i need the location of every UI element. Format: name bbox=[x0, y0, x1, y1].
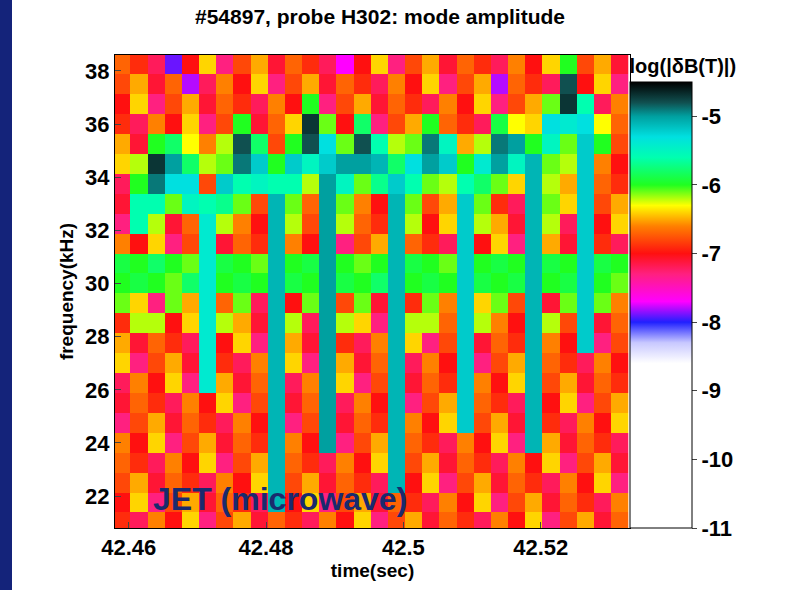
svg-text:-5: -5 bbox=[701, 104, 721, 129]
svg-text:28: 28 bbox=[85, 324, 109, 349]
svg-text:frequency(kHz): frequency(kHz) bbox=[56, 223, 77, 360]
svg-text:-8: -8 bbox=[701, 310, 721, 335]
svg-text:42.5: 42.5 bbox=[382, 535, 425, 560]
svg-text:time(sec): time(sec) bbox=[331, 560, 414, 581]
svg-text:30: 30 bbox=[85, 271, 109, 296]
svg-text:36: 36 bbox=[85, 112, 109, 137]
svg-text:38: 38 bbox=[85, 59, 109, 84]
svg-text:-10: -10 bbox=[701, 447, 733, 472]
svg-text:42.46: 42.46 bbox=[101, 535, 156, 560]
svg-text:-9: -9 bbox=[701, 378, 721, 403]
svg-text:34: 34 bbox=[85, 165, 110, 190]
svg-text:42.52: 42.52 bbox=[513, 535, 568, 560]
svg-text:log(|δB(T)|): log(|δB(T)|) bbox=[630, 55, 737, 77]
svg-text:32: 32 bbox=[85, 218, 109, 243]
svg-text:#54897, probe H302: mode ampli: #54897, probe H302: mode amplitude bbox=[195, 5, 565, 28]
svg-text:24: 24 bbox=[85, 431, 110, 456]
svg-text:-7: -7 bbox=[701, 241, 721, 266]
svg-text:JET (microwave): JET (microwave) bbox=[153, 481, 407, 517]
svg-text:22: 22 bbox=[85, 484, 109, 509]
svg-text:42.48: 42.48 bbox=[239, 535, 294, 560]
svg-text:26: 26 bbox=[85, 378, 109, 403]
svg-text:-11: -11 bbox=[701, 516, 732, 541]
svg-text:-6: -6 bbox=[701, 173, 721, 198]
